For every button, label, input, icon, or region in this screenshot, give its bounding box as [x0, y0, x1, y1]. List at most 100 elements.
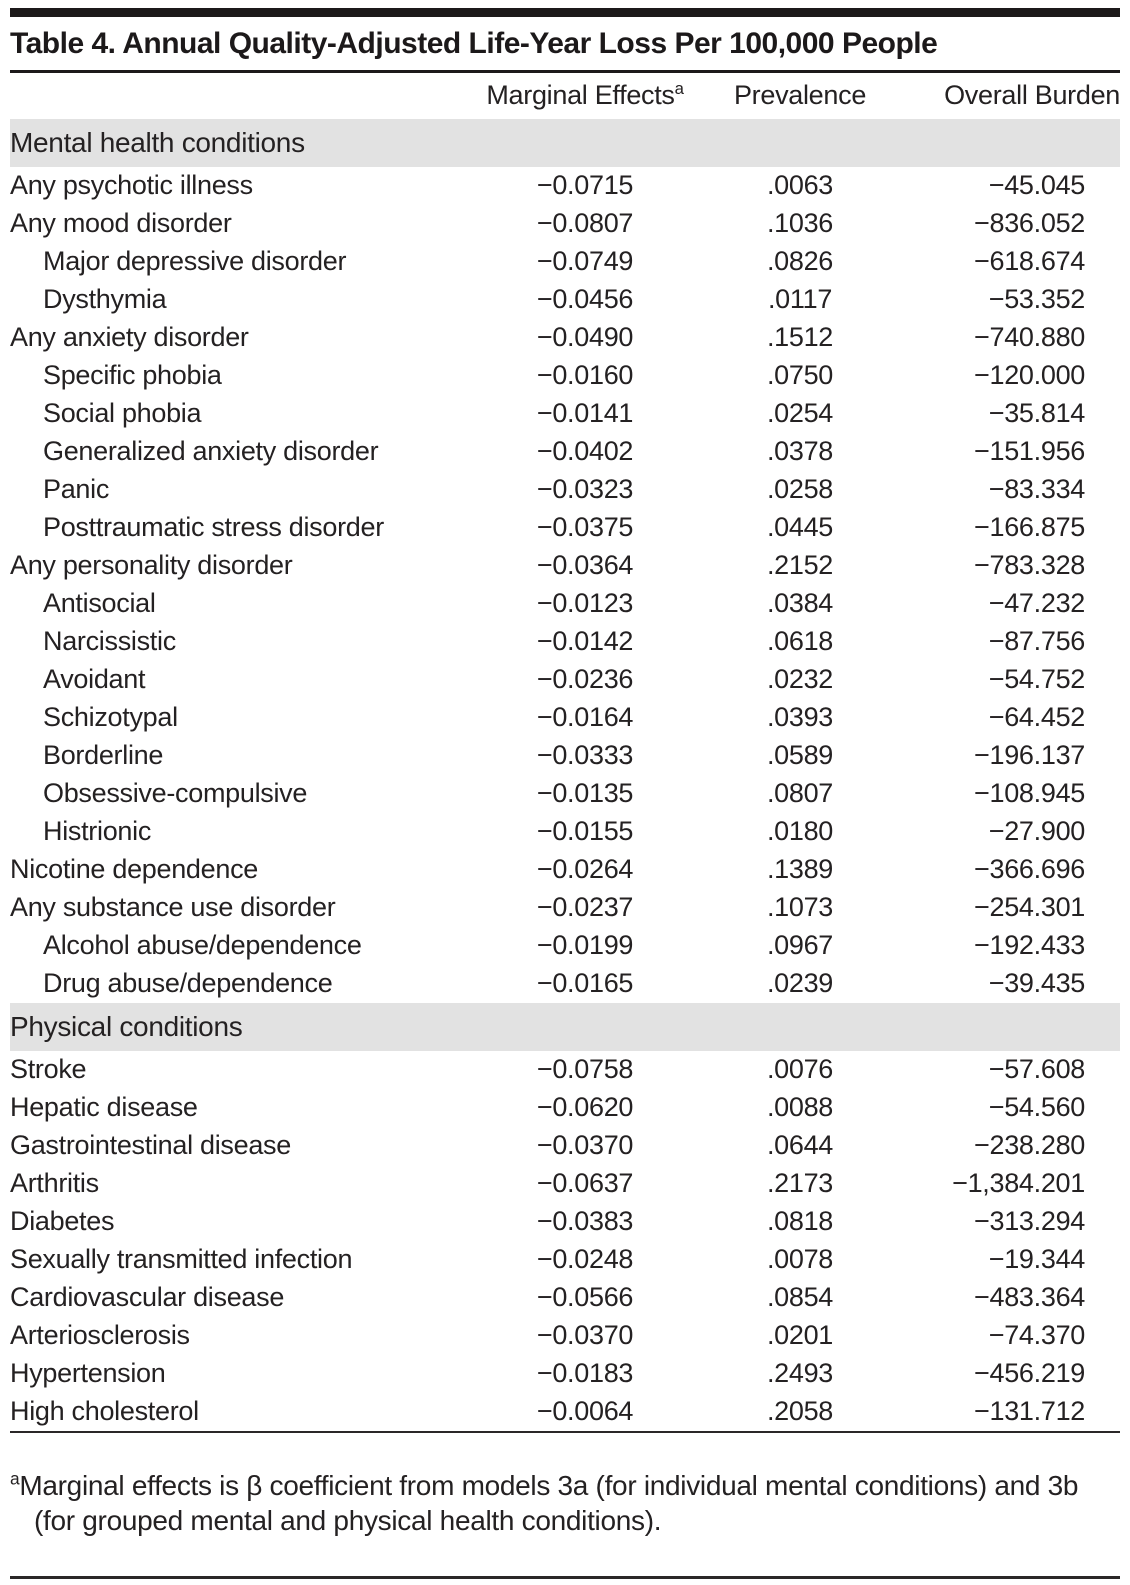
prevalence-cell: .0201 [766, 1320, 834, 1350]
overall-burden-cell: −108.945 [974, 778, 1085, 808]
table-row: Generalized anxiety disorder −0.0402 .0378… [10, 433, 1120, 471]
column-header-condition [10, 73, 465, 119]
table-row: Schizotypal −0.0164 .0393 −64.452 [10, 699, 1120, 737]
table-row: Posttraumatic stress disorder −0.0375 .044… [10, 509, 1120, 547]
overall-burden-cell: −1,384.201 [952, 1168, 1085, 1198]
prevalence-cell: .2173 [766, 1168, 834, 1198]
prevalence-cell: .0378 [766, 436, 834, 466]
marginal-effect-cell: −0.0142 [536, 626, 634, 656]
prevalence-cell: .0239 [766, 968, 834, 998]
condition-name-cell: Nicotine dependence [10, 854, 258, 884]
table-row: Any psychotic illness −0.0715 .0063 −45.045 [10, 167, 1120, 205]
table-row: Diabetes −0.0383 .0818 −313.294 [10, 1203, 1120, 1241]
condition-name-cell: Antisocial [43, 588, 156, 618]
footnote-text: Marginal effects is β coefficient from m… [19, 1469, 1079, 1536]
overall-burden-cell: −313.294 [974, 1206, 1085, 1236]
marginal-effect-cell: −0.0333 [536, 740, 634, 770]
overall-burden-cell: −166.875 [974, 512, 1085, 542]
table-row: Major depressive disorder −0.0749 .0826 −61… [10, 243, 1120, 281]
table-row: Borderline −0.0333 .0589 −196.137 [10, 737, 1120, 775]
table-row: Obsessive-compulsive −0.0135 .0807 −108.945 [10, 775, 1120, 813]
marginal-effect-cell: −0.0199 [536, 930, 634, 960]
marginal-effect-cell: −0.0370 [536, 1130, 634, 1160]
overall-burden-cell: −39.435 [988, 968, 1086, 998]
condition-name-cell: Borderline [43, 740, 164, 770]
marginal-effect-cell: −0.0370 [536, 1320, 634, 1350]
overall-burden-cell: −151.956 [974, 436, 1085, 466]
marginal-effect-cell: −0.0566 [536, 1282, 634, 1312]
prevalence-cell: .0078 [766, 1244, 834, 1274]
overall-burden-cell: −64.452 [988, 702, 1086, 732]
marginal-effect-cell: −0.0364 [536, 550, 634, 580]
table-row: Sexually transmitted infection −0.0248 .00… [10, 1241, 1120, 1279]
table-row: Drug abuse/dependence −0.0165 .0239 −39.435 [10, 965, 1120, 1003]
prevalence-cell: .1036 [766, 208, 834, 238]
condition-name-cell: Social phobia [43, 398, 202, 428]
prevalence-cell: .1512 [766, 322, 834, 352]
condition-name-cell: Major depressive disorder [43, 246, 347, 276]
condition-name-cell: Obsessive-compulsive [43, 778, 308, 808]
table-row: Avoidant −0.0236 .0232 −54.752 [10, 661, 1120, 699]
marginal-effect-cell: −0.0758 [536, 1054, 634, 1084]
prevalence-cell: .0076 [766, 1054, 834, 1084]
footnote-marker: a [10, 1468, 20, 1489]
table-row: Nicotine dependence −0.0264 .1389 −366.696 [10, 851, 1120, 889]
table-row: Social phobia −0.0141 .0254 −35.814 [10, 395, 1120, 433]
table-row: Any personality disorder −0.0364 .2152 −783… [10, 547, 1120, 585]
condition-name-cell: Histrionic [43, 816, 152, 846]
prevalence-cell: .0818 [766, 1206, 834, 1236]
prevalence-cell: .0854 [766, 1282, 834, 1312]
marginal-effect-cell: −0.0123 [536, 588, 634, 618]
marginal-effect-cell: −0.0807 [536, 208, 634, 238]
column-header-marginal-effects: Marginal Effectsa [465, 73, 705, 119]
condition-name-cell: Posttraumatic stress disorder [43, 512, 384, 542]
prevalence-cell: .0644 [766, 1130, 834, 1160]
prevalence-cell: .0445 [766, 512, 834, 542]
overall-burden-cell: −836.052 [974, 208, 1085, 238]
condition-name-cell: High cholesterol [10, 1396, 199, 1426]
table-row: Any mood disorder −0.0807 .1036 −836.052 [10, 205, 1120, 243]
condition-name-cell: Gastrointestinal disease [10, 1130, 291, 1160]
prevalence-cell: .0180 [766, 816, 834, 846]
overall-burden-cell: −19.344 [988, 1244, 1086, 1274]
condition-name-cell: Any psychotic illness [10, 170, 253, 200]
marginal-effect-cell: −0.0064 [536, 1396, 634, 1426]
section-header-label: Mental health conditions [10, 118, 1120, 167]
prevalence-cell: .0807 [766, 778, 834, 808]
condition-name-cell: Narcissistic [43, 626, 176, 656]
overall-burden-cell: −196.137 [974, 740, 1085, 770]
table-top-border [10, 8, 1120, 17]
condition-name-cell: Specific phobia [43, 360, 222, 390]
prevalence-cell: .0088 [766, 1092, 834, 1122]
overall-burden-cell: −57.608 [988, 1054, 1086, 1084]
marginal-effect-cell: −0.0248 [536, 1244, 634, 1274]
overall-burden-cell: −35.814 [988, 398, 1086, 428]
overall-burden-cell: −254.301 [974, 892, 1085, 922]
prevalence-cell: .0826 [766, 246, 834, 276]
table-bottom-divider [10, 1430, 1120, 1433]
condition-name-cell: Sexually transmitted infection [10, 1244, 353, 1274]
page-bottom-border [10, 1575, 1120, 1579]
overall-burden-cell: −120.000 [974, 360, 1085, 390]
marginal-effect-cell: −0.0264 [536, 854, 634, 884]
overall-burden-cell: −740.880 [974, 322, 1085, 352]
marginal-effect-cell: −0.0402 [536, 436, 634, 466]
marginal-effect-cell: −0.0236 [536, 664, 634, 694]
marginal-effect-cell: −0.0237 [536, 892, 634, 922]
table-footnote: aMarginal effects is β coefficient from … [10, 1461, 1120, 1548]
overall-burden-cell: −783.328 [974, 550, 1085, 580]
condition-name-cell: Alcohol abuse/dependence [43, 930, 362, 960]
marginal-effect-cell: −0.0155 [536, 816, 634, 846]
overall-burden-cell: −53.352 [988, 284, 1086, 314]
table-row: Narcissistic −0.0142 .0618 −87.756 [10, 623, 1120, 661]
section-header-row: Physical conditions [10, 1002, 1120, 1051]
table-row: Any anxiety disorder −0.0490 .1512 −740.880 [10, 319, 1120, 357]
condition-name-cell: Diabetes [10, 1206, 115, 1236]
prevalence-cell: .0117 [767, 284, 833, 314]
overall-burden-cell: −27.900 [988, 816, 1086, 846]
prevalence-cell: .0589 [766, 740, 834, 770]
marginal-effect-cell: −0.0749 [536, 246, 634, 276]
overall-burden-cell: −366.696 [974, 854, 1085, 884]
condition-name-cell: Drug abuse/dependence [43, 968, 333, 998]
